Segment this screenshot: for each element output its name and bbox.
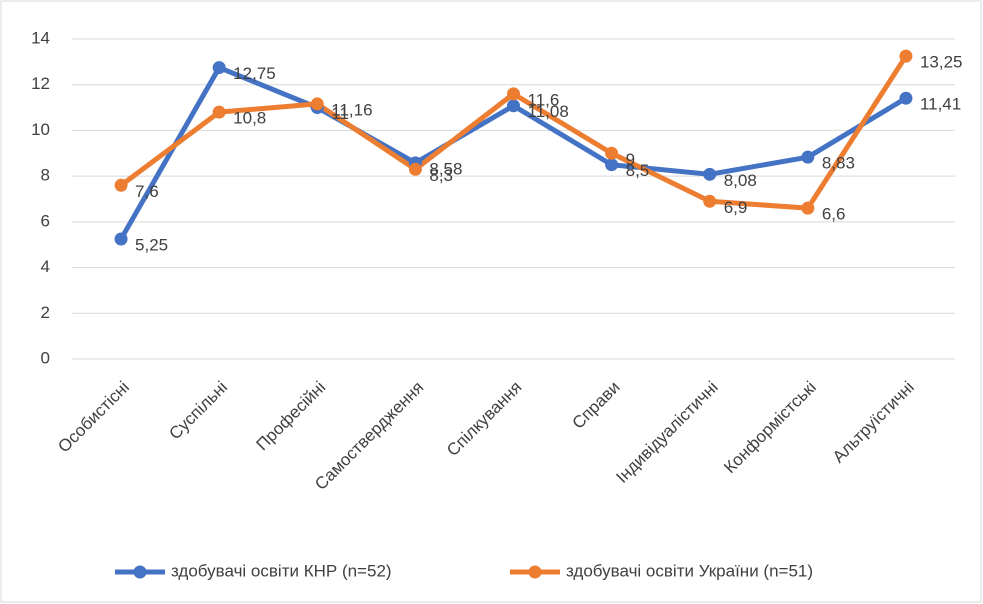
data-label: 7,6 xyxy=(135,182,159,201)
series-marker xyxy=(212,61,226,75)
y-tick-label: 0 xyxy=(41,348,50,367)
y-tick-label: 14 xyxy=(31,28,50,47)
series-marker xyxy=(408,162,422,176)
series-marker xyxy=(899,91,913,105)
series-marker xyxy=(114,232,128,246)
data-label: 8,58 xyxy=(429,159,462,178)
y-tick-label: 8 xyxy=(41,166,50,185)
series-marker xyxy=(605,146,619,160)
series-marker xyxy=(801,150,815,164)
data-label: 9 xyxy=(626,150,635,169)
series-marker xyxy=(212,105,226,119)
series-marker xyxy=(114,178,128,192)
data-label: 11,16 xyxy=(331,100,372,119)
data-label: 11,6 xyxy=(528,90,560,109)
series-marker xyxy=(899,49,913,63)
data-label: 8,5 xyxy=(626,161,650,180)
data-label: 11,08 xyxy=(528,102,569,121)
y-tick-label: 12 xyxy=(31,74,50,93)
data-label: 10,8 xyxy=(233,109,266,128)
series-marker xyxy=(703,167,717,181)
y-tick-label: 2 xyxy=(41,303,50,322)
data-label: 11 xyxy=(331,104,349,123)
legend-label: здобувачі освіти України (n=51) xyxy=(566,561,813,580)
data-label: 6,6 xyxy=(822,205,846,224)
series-marker xyxy=(507,99,520,113)
series-marker xyxy=(507,87,520,101)
data-label: 6,9 xyxy=(724,198,748,217)
series-marker xyxy=(703,194,717,208)
data-label: 12,75 xyxy=(233,64,276,83)
data-label: 8,83 xyxy=(822,154,855,173)
y-tick-label: 4 xyxy=(41,257,50,276)
data-label: 8,08 xyxy=(724,171,757,190)
series-marker xyxy=(605,158,619,172)
legend-marker xyxy=(528,565,542,579)
data-label: 8,3 xyxy=(429,166,453,185)
legend-marker xyxy=(133,565,147,579)
y-tick-label: 10 xyxy=(31,120,50,139)
legend-label: здобувачі освіти КНР (n=52) xyxy=(171,561,392,580)
series-marker xyxy=(310,97,324,111)
data-label: 5,25 xyxy=(135,235,168,254)
y-tick-label: 6 xyxy=(41,211,50,230)
series-marker xyxy=(801,201,815,215)
data-label: 13,25 xyxy=(920,53,963,72)
data-label: 11,41 xyxy=(920,95,961,114)
